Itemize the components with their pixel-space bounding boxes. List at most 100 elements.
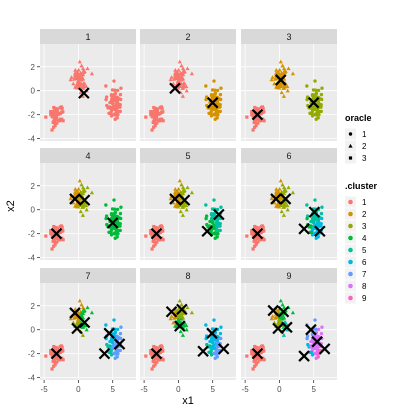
data-point — [250, 352, 254, 356]
data-point — [85, 305, 90, 310]
facet-strip — [140, 29, 236, 44]
data-point — [108, 344, 112, 348]
data-point — [73, 186, 78, 191]
data-point — [253, 357, 258, 361]
data-point — [250, 113, 254, 117]
facet-strip-label: 5 — [185, 151, 190, 161]
data-point — [149, 349, 153, 353]
x-tick-label: 5 — [110, 385, 115, 394]
data-point — [84, 84, 89, 89]
data-point — [176, 67, 181, 72]
data-point — [118, 92, 123, 97]
data-point — [260, 224, 264, 228]
data-point — [313, 346, 317, 351]
data-point — [151, 233, 155, 237]
data-point — [108, 111, 113, 116]
data-point — [319, 102, 323, 107]
data-point — [55, 121, 59, 125]
data-point — [313, 95, 317, 99]
data-point — [262, 349, 266, 353]
data-point — [314, 327, 318, 331]
data-point — [215, 355, 219, 359]
data-point — [168, 77, 173, 82]
x-tick-label: 0 — [76, 385, 81, 394]
data-point — [52, 125, 56, 129]
data-point — [279, 90, 284, 95]
data-point — [76, 67, 81, 72]
data-point — [75, 82, 80, 87]
x-tick-label: 0 — [277, 385, 282, 394]
data-point — [218, 221, 222, 226]
data-point — [256, 117, 260, 121]
data-point — [313, 79, 317, 83]
data-point — [80, 305, 86, 310]
legend-item-label: 1 — [362, 130, 367, 139]
data-point — [173, 186, 178, 191]
data-point — [306, 342, 310, 347]
cluster-legend-title: .cluster — [345, 181, 378, 191]
data-point — [173, 72, 178, 77]
data-point — [258, 357, 262, 361]
facet-panel-8: 8 — [140, 268, 236, 380]
data-point — [252, 353, 256, 357]
data-point — [149, 229, 153, 233]
data-point — [55, 360, 59, 364]
facet-strip — [40, 268, 136, 283]
data-point — [254, 354, 259, 358]
data-point — [245, 234, 249, 238]
data-point — [175, 317, 180, 322]
data-point — [277, 67, 282, 72]
data-points — [44, 59, 123, 132]
cluster-center-marker — [173, 320, 186, 332]
data-point — [281, 213, 286, 217]
data-point — [115, 207, 120, 212]
data-point — [155, 236, 159, 240]
data-point — [316, 355, 320, 359]
data-point — [320, 86, 324, 90]
data-point — [75, 317, 80, 322]
facet-strip — [140, 148, 236, 163]
data-point — [79, 302, 84, 307]
cluster-center-marker — [298, 223, 310, 235]
data-point — [59, 105, 63, 109]
data-point — [51, 112, 55, 116]
data-point — [44, 115, 48, 119]
data-point — [204, 323, 208, 327]
data-point — [253, 244, 257, 248]
data-point — [215, 345, 219, 349]
data-point — [153, 363, 157, 367]
data-point — [150, 367, 154, 371]
data-point — [205, 222, 209, 227]
data-point — [309, 224, 313, 228]
data-point — [51, 110, 55, 114]
data-point — [77, 298, 82, 303]
facet-panel-6: 6 — [241, 148, 337, 260]
data-point — [269, 196, 274, 201]
data-point — [278, 203, 284, 208]
data-point — [282, 189, 287, 194]
data-point — [179, 302, 184, 307]
x-tick-label: 0 — [176, 385, 181, 394]
legend-color-dot — [348, 223, 353, 229]
data-point — [76, 186, 81, 191]
legend-item-label: 4 — [362, 234, 367, 243]
cluster-center-marker — [281, 321, 293, 334]
data-point — [78, 90, 83, 95]
data-point — [280, 63, 285, 68]
data-point — [176, 75, 182, 80]
data-point — [116, 109, 121, 114]
data-point — [180, 94, 185, 98]
data-point — [80, 325, 85, 329]
data-point — [52, 237, 57, 241]
data-point — [216, 228, 221, 233]
data-point — [59, 224, 63, 228]
data-point — [216, 109, 221, 114]
data-point — [115, 88, 120, 93]
data-point — [252, 231, 256, 235]
data-point — [116, 228, 121, 233]
data-point — [53, 234, 58, 238]
data-point — [280, 72, 285, 76]
data-point — [75, 78, 80, 83]
data-point — [144, 234, 148, 238]
data-point — [168, 316, 173, 321]
